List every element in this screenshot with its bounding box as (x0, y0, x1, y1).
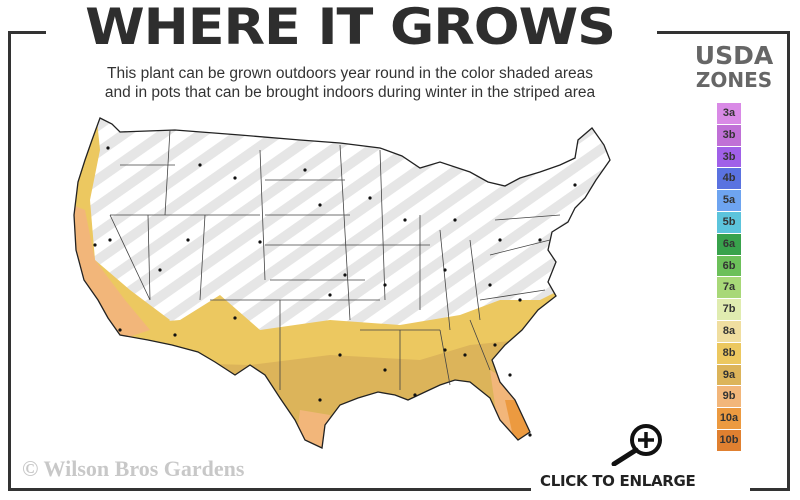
frame-bottom-right (750, 488, 790, 491)
legend-zone-4b: 4b (717, 168, 741, 190)
legend-zone-3b: 3b (717, 124, 741, 146)
subtitle-line-1: This plant can be grown outdoors year ro… (107, 65, 593, 82)
legend-zone-7a: 7a (717, 277, 741, 299)
city-dots (93, 146, 577, 437)
frame-top-left (10, 31, 46, 34)
legend-zone-3a: 3a (717, 103, 741, 124)
legend-zone-6a: 6a (717, 233, 741, 255)
legend-zone-5b: 5b (717, 211, 741, 233)
frame-top-right (657, 31, 790, 34)
legend-zone-9b: 9b (717, 386, 741, 408)
frame-right (787, 31, 790, 491)
page-title: WHERE IT GROWS (85, 0, 616, 56)
legend-title-usda: USDA (694, 41, 774, 70)
legend-title: USDA ZONES (680, 41, 788, 92)
legend-zone-9a: 9a (717, 364, 741, 386)
legend-zone-8a: 8a (717, 320, 741, 342)
legend-zone-8b: 8b (717, 342, 741, 364)
legend-zone-10a: 10a (717, 408, 741, 429)
frame-bottom-left (8, 488, 531, 491)
click-to-enlarge-button[interactable]: CLICK TO ENLARGE (540, 472, 696, 490)
legend-title-zones: ZONES (695, 68, 773, 92)
copyright-watermark: © Wilson Bros Gardens (22, 456, 245, 481)
legend-zone-10b: 10b (717, 429, 741, 451)
frame-left (8, 31, 11, 491)
legend-zone-7b: 7b (717, 299, 741, 320)
legend-zone-3b: 3b (717, 146, 741, 168)
state-borders (109, 129, 561, 390)
magnifier-plus-icon[interactable] (608, 422, 666, 466)
zone-legend: 3a 3b 3b 4b 5a 5b 6a 6b 7a 7b 8a 8b 9a 9b 10a 10b (717, 103, 741, 452)
legend-zone-5a: 5a (717, 190, 741, 211)
subtitle: This plant can be grown outdoors year ro… (40, 64, 660, 102)
subtitle-line-2: and in pots that can be brought indoors … (104, 84, 596, 101)
legend-zone-6b: 6b (717, 255, 741, 277)
